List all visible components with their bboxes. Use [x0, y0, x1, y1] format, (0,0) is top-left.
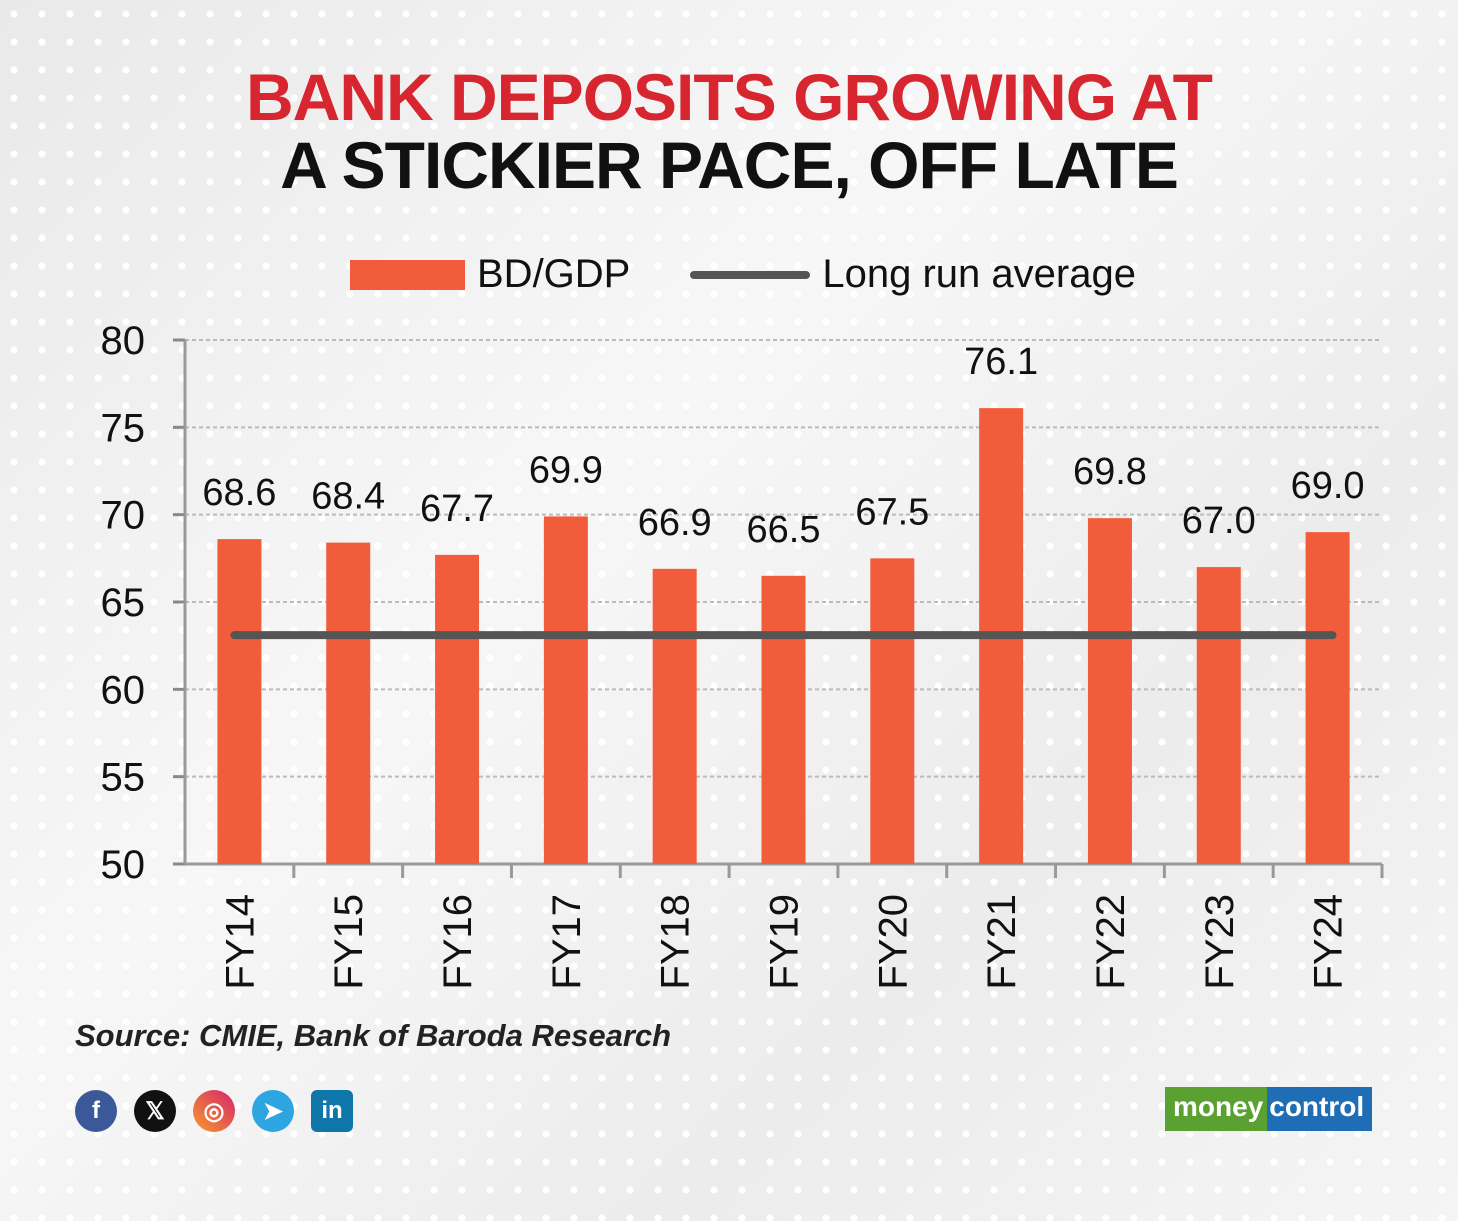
title-line-2: A STICKIER PACE, OFF LATE [280, 128, 1179, 202]
x-tick-label: FY21 [980, 894, 1024, 990]
legend: BD/GDP Long run average [350, 252, 1136, 297]
y-tick-label: 75 [101, 406, 146, 450]
data-label: 76.1 [964, 341, 1038, 383]
bar-FY17 [543, 516, 588, 864]
y-tick-label: 50 [101, 843, 146, 887]
data-label: 69.9 [529, 449, 603, 491]
social-icons: f 𝕏 ◎ ➤ in [75, 1090, 353, 1132]
telegram-icon[interactable]: ➤ [252, 1090, 294, 1132]
bar-FY15 [326, 542, 371, 864]
bar-FY18 [652, 568, 697, 864]
data-label: 69.8 [1073, 451, 1147, 493]
bar-FY24 [1305, 532, 1350, 864]
moneycontrol-logo: money control [1165, 1087, 1373, 1131]
data-label: 69.0 [1291, 465, 1365, 507]
x-tick-label: FY17 [545, 894, 589, 990]
source-note: Source: CMIE, Bank of Baroda Research [75, 1018, 672, 1053]
facebook-icon[interactable]: f [75, 1090, 117, 1132]
y-tick-label: 70 [101, 494, 146, 538]
x-tick-label: FY14 [218, 894, 262, 990]
linkedin-icon[interactable]: in [311, 1090, 353, 1132]
x-tick-label: FY24 [1307, 894, 1351, 990]
bar-FY14 [217, 539, 262, 864]
legend-bar-label: BD/GDP [477, 252, 631, 296]
x-tick-label: FY16 [436, 894, 480, 990]
legend-bar-swatch [350, 259, 465, 290]
legend-line-label: Long run average [822, 252, 1136, 296]
y-tick-label: 60 [101, 668, 146, 712]
data-label: 67.5 [855, 491, 929, 533]
x-tick-label: FY15 [327, 894, 371, 990]
bar-FY22 [1087, 518, 1132, 864]
y-tick-label: 65 [101, 581, 146, 625]
title-line-1: BANK DEPOSITS GROWING AT [246, 60, 1213, 134]
y-tick-label: 80 [101, 319, 146, 363]
bar-FY20 [870, 558, 915, 864]
instagram-icon[interactable]: ◎ [193, 1090, 235, 1132]
x-tick-label: FY19 [763, 894, 807, 990]
x-icon[interactable]: 𝕏 [134, 1090, 176, 1132]
data-label: 68.4 [311, 476, 385, 518]
x-tick-label: FY18 [654, 894, 698, 990]
x-tick-label: FY23 [1198, 894, 1242, 990]
bar-FY19 [761, 575, 806, 864]
data-label: 68.6 [202, 472, 276, 514]
data-label: 66.9 [638, 502, 712, 544]
bar-FY23 [1196, 567, 1241, 864]
data-label: 67.0 [1182, 500, 1256, 542]
x-tick-label: FY20 [871, 894, 915, 990]
legend-line-swatch [690, 270, 811, 279]
bar-FY16 [435, 554, 480, 864]
data-label: 67.7 [420, 488, 494, 530]
y-tick-label: 55 [101, 756, 146, 800]
data-label: 66.5 [747, 509, 821, 551]
x-tick-label: FY22 [1089, 894, 1133, 990]
